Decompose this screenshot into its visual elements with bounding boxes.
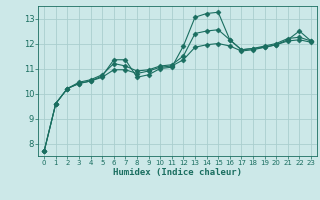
X-axis label: Humidex (Indice chaleur): Humidex (Indice chaleur)	[113, 168, 242, 177]
